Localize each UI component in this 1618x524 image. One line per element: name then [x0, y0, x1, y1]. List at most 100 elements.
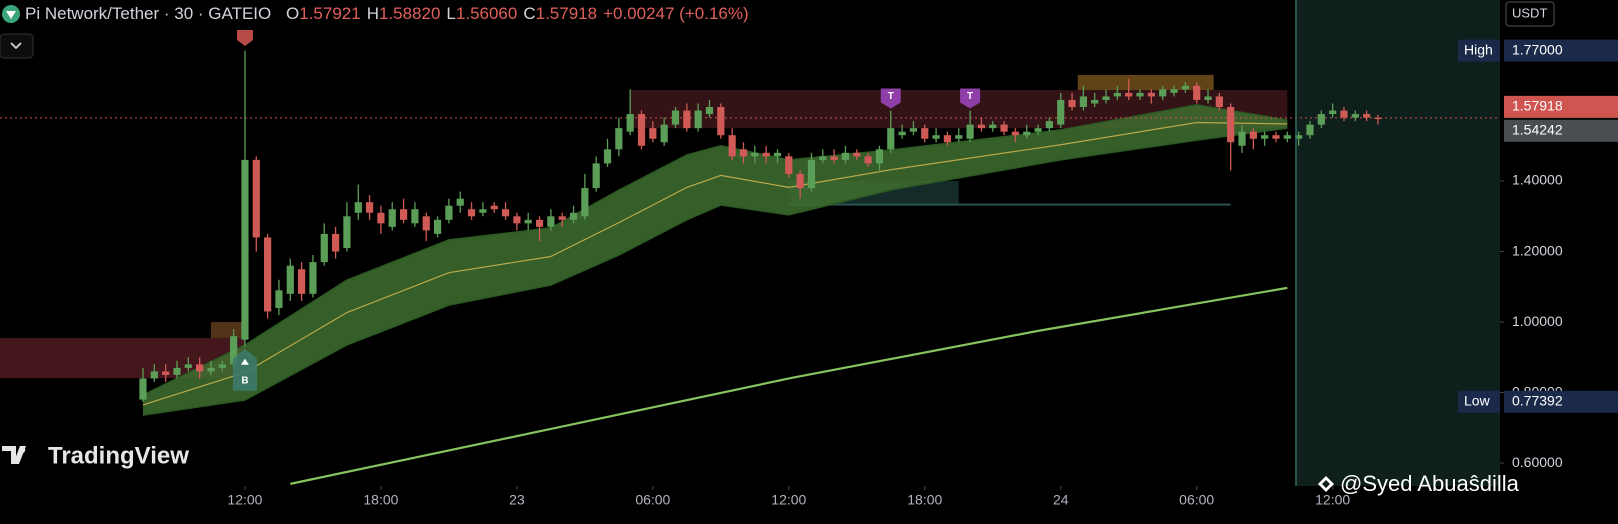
dropdown-button[interactable]: [0, 33, 34, 59]
candle-body: [1136, 92, 1144, 97]
header: Pi Network/Tether · 30 · GATEIO O1.57921…: [2, 4, 749, 23]
candle-body: [365, 202, 374, 213]
candle-body: [377, 212, 385, 224]
price-tag-name-box: [1458, 39, 1500, 62]
candle-body: [535, 219, 544, 227]
candle-body: [399, 209, 408, 220]
candle-body: [479, 209, 487, 213]
credit-text: @Syed Abuaŝdilla: [1340, 471, 1520, 496]
candle-body: [762, 152, 770, 157]
candle-body: [581, 188, 589, 217]
candle-body: [1340, 110, 1348, 118]
candle-body: [943, 135, 952, 143]
currency-label: USDT: [1512, 5, 1547, 20]
y-tick-label: 1.00000: [1512, 313, 1563, 329]
x-tick-label: 12:00: [227, 492, 262, 508]
watermark: TradingView: [48, 442, 189, 469]
candle-body: [887, 128, 895, 150]
candle-body: [150, 371, 158, 379]
signal-arrow: [240, 358, 249, 365]
price-tag-box: [1504, 39, 1618, 62]
candle-body: [196, 364, 204, 372]
dropdown[interactable]: [0, 33, 34, 59]
ohlc-key: O: [286, 4, 299, 23]
candle-body: [1102, 96, 1110, 100]
sell-flag: [237, 30, 253, 46]
candle-body: [1317, 114, 1325, 125]
ma-line: [290, 286, 1288, 485]
candle-body: [615, 128, 623, 150]
candle-body: [139, 378, 147, 400]
candle-body: [1034, 128, 1042, 132]
x-tick-label: 12:00: [771, 492, 806, 508]
ribbon-middle: [142, 121, 1288, 406]
candle-body: [592, 163, 600, 189]
candle-body: [1181, 85, 1189, 90]
candle-body: [1261, 135, 1269, 139]
candle-body: [932, 135, 940, 139]
price-tag-box: [1504, 95, 1618, 118]
candle-body: [683, 110, 691, 129]
candle-body: [1227, 107, 1235, 143]
symbol: Pi Network/Tether · 30 · GATEIO: [25, 4, 271, 23]
ohlc-key: H: [367, 4, 379, 23]
candle-body: [796, 173, 804, 189]
candle-body: [739, 149, 748, 157]
ohlc-value: 1.57918: [536, 4, 597, 23]
candle-body: [1011, 131, 1020, 136]
candle-body: [705, 107, 714, 115]
candle-body: [637, 114, 646, 146]
price-tag-name: Low: [1464, 392, 1491, 408]
credit: @Syed Abuaŝdilla: [1318, 471, 1520, 496]
candle-body: [1170, 89, 1178, 93]
candle-body: [184, 364, 192, 368]
candle-body: [1215, 96, 1223, 108]
candle-body: [1306, 124, 1314, 136]
candle-body: [773, 152, 782, 157]
candle-body: [626, 114, 634, 132]
candle-body: [1204, 96, 1212, 100]
candle-body: [501, 209, 510, 217]
y-tick-label: 1.20000: [1512, 242, 1563, 258]
signal-label: T: [888, 91, 894, 102]
x-tick-label: 18:00: [907, 492, 942, 508]
candle-body: [207, 367, 215, 372]
price-tag-box: [1504, 390, 1618, 413]
candle-body: [547, 216, 555, 227]
candle-body: [1363, 114, 1371, 118]
ohlc-key: L: [446, 4, 455, 23]
candle-body: [388, 209, 396, 227]
candle-body: [1374, 117, 1382, 120]
candle-body: [1351, 114, 1359, 118]
ohlc-value: 1.58820: [379, 4, 440, 23]
candle-body: [162, 371, 170, 375]
signal-box: [880, 88, 901, 109]
candle-body: [921, 128, 929, 139]
candle-body: [230, 336, 238, 365]
candle-body: [955, 135, 963, 139]
candle-body: [864, 156, 872, 164]
credit-icon: [1318, 476, 1334, 492]
price-tag-value: 0.77392: [1512, 392, 1563, 408]
dropdown-chevron: [10, 42, 22, 50]
candle-body: [252, 159, 260, 238]
ohlc-value: 1.56060: [456, 4, 517, 23]
header-text: Pi Network/Tether · 30 · GATEIO O1.57921…: [25, 4, 749, 23]
ribbon-lower: [142, 127, 1288, 416]
candle-body: [1113, 92, 1121, 97]
plot-area: B T T: [0, 50, 1500, 485]
candle-body: [649, 128, 657, 139]
candle-body: [411, 209, 419, 224]
candle-body: [966, 124, 974, 139]
candle-body: [671, 110, 680, 125]
zone: [1077, 74, 1214, 91]
axis-layer: 0.600000.800001.000001.200001.40000USDTH…: [227, 1, 1618, 508]
candle-body: [1283, 135, 1291, 139]
candle-body: [751, 152, 759, 157]
change: +0.00247 (+0.16%): [603, 4, 749, 23]
candle-body: [456, 198, 464, 206]
candle-body: [558, 216, 566, 220]
candle-body: [422, 216, 430, 231]
